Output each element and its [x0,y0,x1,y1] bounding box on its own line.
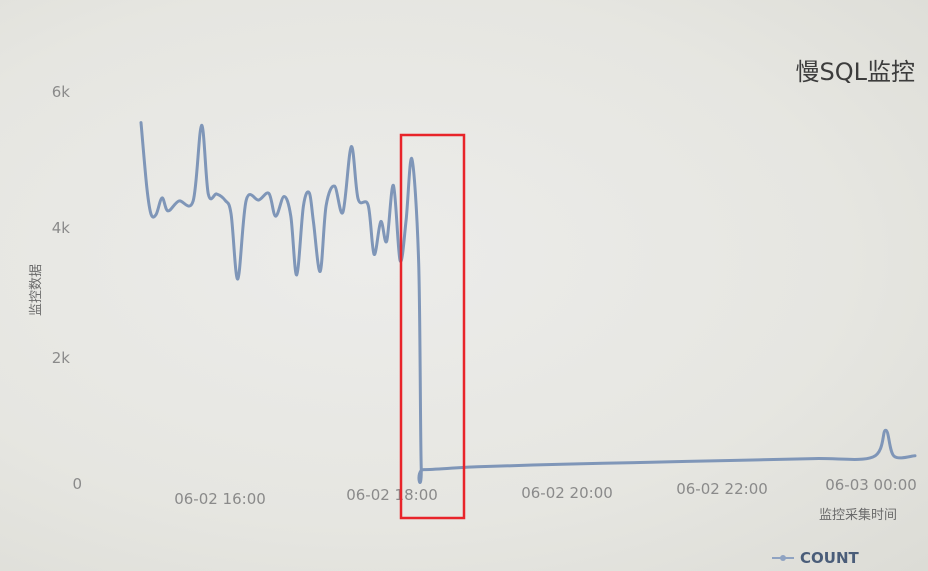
series-line-count [139,121,917,484]
y-tick-label: 2k [52,349,71,367]
x-tick-label: 06-02 18:00 [346,486,438,504]
x-axis-title: 监控采集时间 [819,507,897,523]
overlay-layer [399,133,466,520]
x-tick-label: 06-03 00:00 [825,476,917,494]
legend[interactable]: COUNT [772,549,859,567]
chart-title: 慢SQL监控 [796,58,916,86]
legend-dot-marker [780,555,786,561]
y-tick-label: 0 [72,475,82,493]
legend-label-count: COUNT [800,549,859,567]
x-tick-label: 06-02 16:00 [174,490,266,508]
highlight-box [399,133,466,520]
y-tick-label: 6k [52,83,71,101]
x-tick-label: 06-02 22:00 [676,480,768,498]
x-tick-label: 06-02 20:00 [521,484,613,502]
series-layer [139,121,917,484]
y-tick-label: 4k [52,219,71,237]
y-axis-title: 监控数据 [29,264,44,316]
